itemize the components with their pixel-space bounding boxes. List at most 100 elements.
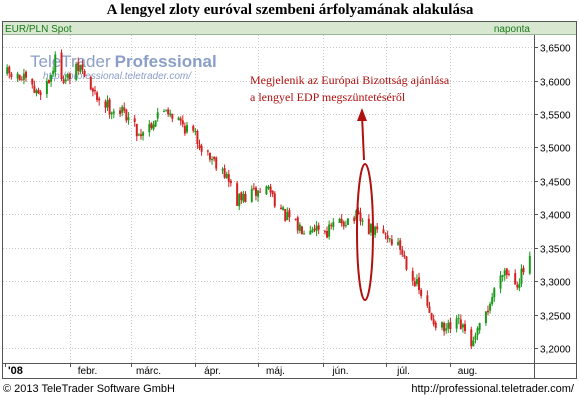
candle-body [68, 73, 71, 80]
candle-body [382, 229, 385, 234]
x-tick-label: ápr. [204, 366, 221, 377]
x-tick-label: júl. [396, 366, 410, 377]
candle-body [284, 209, 287, 221]
candle-body [16, 73, 19, 79]
candle-body [227, 174, 230, 182]
candle-body [96, 92, 99, 100]
candle-body [236, 183, 239, 206]
candle-body [384, 233, 387, 235]
candle-body [83, 70, 86, 77]
candle-body [137, 134, 140, 136]
candle-body [474, 335, 477, 340]
y-tick-label: 3,4000 [540, 211, 571, 222]
candle-body [300, 226, 303, 234]
candle-body [154, 120, 157, 127]
y-tick-label: 3,2500 [540, 312, 571, 323]
x-axis-ticks: '08 febr. márc. ápr. máj. jún. júl. aug. [5, 363, 477, 377]
candle-body [150, 123, 153, 128]
frequency-label: naponta [494, 24, 531, 35]
footer-url[interactable]: http://professional.teletrader.com/ [411, 383, 574, 395]
candle-body [221, 169, 224, 171]
candle-body [359, 212, 362, 222]
candle-body [152, 124, 155, 130]
candle-body [185, 125, 188, 133]
candle-body [47, 79, 50, 84]
candle-body [60, 52, 63, 79]
candle-body [342, 221, 345, 227]
candle-body [376, 226, 379, 230]
candle-body [50, 74, 53, 82]
y-tick-label: 3,3000 [540, 278, 571, 289]
candle-body [403, 254, 406, 257]
candle-body [125, 109, 128, 121]
plot-area [3, 35, 534, 363]
candle-body [428, 306, 431, 313]
candle-body [432, 319, 435, 325]
candle-body [206, 150, 209, 152]
candle-body [183, 126, 186, 134]
candle-body [229, 180, 232, 184]
annotation: Megjelenik az Európai Bizottság ajánlása… [250, 73, 450, 301]
candle-body [133, 118, 136, 122]
candle-body [459, 319, 462, 329]
candles [6, 49, 531, 350]
candle-body [418, 277, 421, 291]
candle-body [162, 111, 165, 113]
candle-body [215, 157, 218, 169]
candle-body [443, 322, 446, 332]
candle-body [298, 224, 301, 231]
annotation-arrow-head [357, 108, 367, 121]
candle-body [514, 273, 517, 285]
candle-body [413, 281, 416, 287]
y-tick-label: 3,6000 [540, 78, 571, 89]
candle-body [353, 217, 356, 222]
candle-body [457, 317, 460, 319]
candle-body [45, 81, 48, 95]
candle-body [415, 279, 418, 285]
candle-body [259, 191, 262, 193]
candle-body [75, 63, 78, 80]
candle-body [24, 71, 27, 78]
candle-body [81, 64, 84, 70]
candle-body [507, 273, 510, 275]
candle-body [181, 120, 184, 125]
candle-body [346, 218, 349, 225]
candle-body [39, 92, 42, 96]
candle-body [420, 289, 423, 296]
candle-body [223, 168, 226, 178]
candle-body [208, 152, 211, 160]
candle-body [142, 132, 145, 136]
candle-body [401, 249, 404, 255]
candle-body [98, 98, 101, 101]
candle-body [426, 295, 429, 306]
candle-body [31, 78, 34, 85]
x-tick-label: '08 [8, 365, 23, 377]
candle-body [238, 194, 241, 207]
candle-body [288, 210, 291, 218]
candle-body [240, 192, 243, 201]
candle-body [242, 194, 245, 202]
candle-body [265, 186, 268, 195]
candle-body [470, 329, 473, 347]
candle-body [280, 207, 283, 210]
candle-body [323, 231, 326, 233]
candle-body [441, 322, 444, 328]
watermark-url: http://professional.teletrader.com/ [43, 71, 192, 82]
x-tick-label: aug. [458, 366, 477, 377]
y-tick-label: 3,5500 [540, 111, 571, 122]
candle-body [62, 79, 65, 84]
candle-body [311, 229, 314, 233]
candle-body [148, 124, 151, 133]
candle-body [171, 113, 174, 119]
candle-body [478, 323, 481, 331]
candle-body [106, 100, 109, 108]
candle-body [520, 268, 523, 284]
candle-body [522, 267, 525, 273]
candle-body [445, 328, 448, 331]
candle-body [367, 218, 370, 235]
candle-body [489, 303, 492, 311]
candle-body [200, 145, 203, 152]
candle-body [196, 130, 199, 145]
candle-body [397, 241, 400, 246]
candle-body [516, 284, 519, 288]
